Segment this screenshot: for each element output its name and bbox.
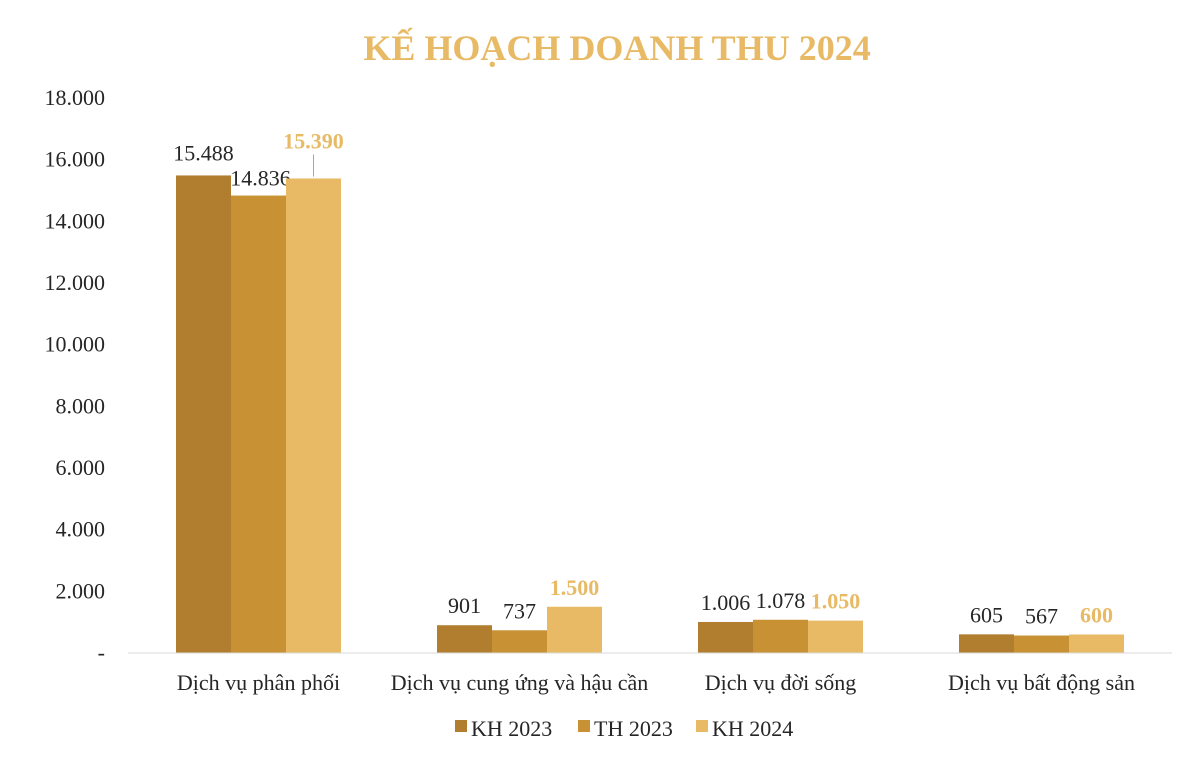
bar	[547, 606, 602, 653]
data-label: 737	[503, 598, 536, 623]
category-label: Dịch vụ đời sống	[705, 670, 857, 695]
y-axis: - 2.000 4.000 6.000 8.000 10.000 12.000 14.000 1…	[45, 85, 106, 665]
data-label: 901	[448, 593, 481, 618]
data-label: 1.006	[701, 590, 751, 615]
legend-swatch	[696, 720, 708, 732]
chart-title: KẾ HOẠCH DOANH THU 2024	[363, 28, 870, 68]
data-label: 605	[970, 602, 1003, 627]
legend-swatch	[578, 720, 590, 732]
y-tick-label: 6.000	[56, 455, 106, 480]
bar	[959, 634, 1014, 653]
data-label: 1.078	[756, 588, 806, 613]
y-tick-label: 18.000	[45, 85, 106, 110]
legend-swatch	[455, 720, 467, 732]
bar	[437, 625, 492, 653]
legend-label: TH 2023	[594, 716, 673, 741]
y-tick-label: 8.000	[56, 393, 106, 418]
bar	[1069, 634, 1124, 653]
bar	[808, 620, 863, 653]
bar	[286, 178, 341, 653]
legend-label: KH 2023	[471, 716, 552, 741]
bar	[698, 621, 753, 653]
category-label: Dịch vụ cung ứng và hậu cần	[391, 670, 649, 695]
category-label: Dịch vụ bất động sản	[948, 670, 1135, 695]
bar	[753, 619, 808, 653]
y-tick-label: 12.000	[45, 270, 106, 295]
y-tick-label: 4.000	[56, 517, 106, 542]
y-tick-label: 2.000	[56, 578, 106, 603]
data-label: 15.488	[173, 140, 234, 165]
data-label: 1.050	[811, 589, 861, 614]
legend: KH 2023 TH 2023 KH 2024	[455, 716, 793, 741]
legend-label: KH 2024	[712, 716, 793, 741]
category-label: Dịch vụ phân phối	[177, 670, 340, 695]
bar	[231, 195, 286, 653]
bar	[176, 175, 231, 653]
y-tick-label: 16.000	[45, 147, 106, 172]
data-label: 15.390	[283, 128, 344, 153]
x-axis: Dịch vụ phân phối Dịch vụ cung ứng và hậu…	[128, 652, 1172, 695]
bar	[1014, 635, 1069, 653]
y-tick-label: 14.000	[45, 208, 106, 233]
data-label: 600	[1080, 603, 1113, 628]
data-label: 14.836	[230, 166, 291, 191]
data-label: 1.500	[550, 575, 600, 600]
y-tick-label: -	[98, 640, 105, 665]
y-tick-label: 10.000	[45, 332, 106, 357]
bar	[492, 630, 547, 653]
data-label: 567	[1025, 604, 1058, 629]
